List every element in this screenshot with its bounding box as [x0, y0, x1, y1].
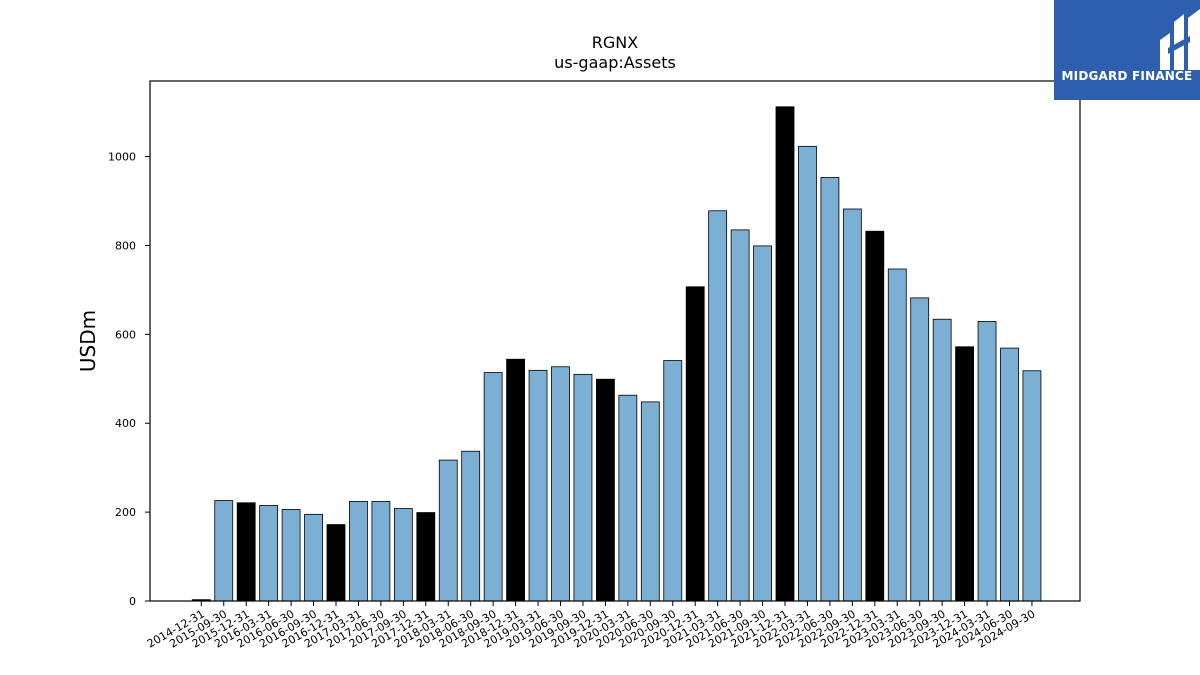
bar-2022-06-30	[820, 177, 840, 602]
bar-2018-06-30	[461, 450, 481, 602]
bar-2020-06-30	[640, 401, 660, 602]
bar-2021-06-30	[730, 229, 750, 602]
bar-2016-03-31	[259, 505, 279, 602]
bar-2022-12-31	[865, 230, 885, 602]
bar-2017-12-31	[416, 512, 436, 602]
bar-2021-09-30	[753, 245, 772, 602]
y-tick-label: 0	[129, 595, 136, 608]
bar-2021-12-31	[775, 106, 795, 602]
bar-2019-09-30	[573, 373, 593, 602]
bar-2023-06-30	[910, 297, 930, 602]
y-tick-label: 1000	[108, 151, 136, 164]
bar-2021-03-31	[708, 210, 728, 602]
bar-2024-09-30	[1022, 370, 1042, 602]
bar-2018-12-31	[506, 358, 526, 602]
bar-2017-03-31	[349, 501, 368, 602]
bar-2023-03-31	[887, 268, 907, 602]
brand-mark-icon	[1160, 9, 1200, 70]
brand-logo: MIDGARD FINANCE	[1054, 0, 1200, 100]
y-tick-label: 800	[115, 239, 136, 252]
bar-2022-03-31	[798, 145, 817, 602]
bar-2018-03-31	[438, 459, 458, 602]
bar-2023-12-31	[955, 346, 974, 602]
bar-2024-06-30	[1000, 347, 1019, 602]
bar-2015-12-31	[236, 502, 256, 602]
bar-2019-06-30	[551, 366, 570, 602]
bar-2020-03-31	[618, 394, 638, 602]
bar-2016-09-30	[304, 513, 323, 602]
bar-2019-12-31	[596, 378, 615, 602]
bars-group	[191, 106, 1042, 602]
bar-2024-03-31	[977, 321, 997, 602]
bar-2016-06-30	[281, 509, 301, 602]
brand-name: MIDGARD FINANCE	[1061, 69, 1193, 83]
y-axis-ticks: 0 200 400 600 800 1000	[108, 151, 150, 608]
bar-2017-06-30	[371, 501, 391, 602]
chart-title: RGNX	[592, 33, 638, 52]
bar-2017-09-30	[393, 508, 413, 602]
bar-2019-03-31	[528, 369, 548, 602]
bar-2018-09-30	[483, 372, 503, 602]
y-tick-label: 200	[115, 506, 136, 519]
bar-2023-09-30	[932, 318, 952, 602]
chart-subtitle: us-gaap:Assets	[554, 53, 676, 72]
x-axis-ticks: 2014-12-312015-09-302015-12-312016-03-31…	[145, 601, 1037, 651]
plot-frame	[149, 80, 1081, 602]
bar-2020-12-31	[685, 286, 705, 602]
bar-2020-09-30	[663, 360, 683, 602]
bar-2022-09-30	[842, 208, 862, 602]
y-tick-label: 600	[115, 328, 136, 341]
y-tick-label: 400	[115, 417, 136, 430]
bar-2016-12-31	[326, 524, 346, 602]
bar-2015-09-30	[214, 500, 234, 602]
y-axis-label: USDm	[76, 310, 100, 372]
